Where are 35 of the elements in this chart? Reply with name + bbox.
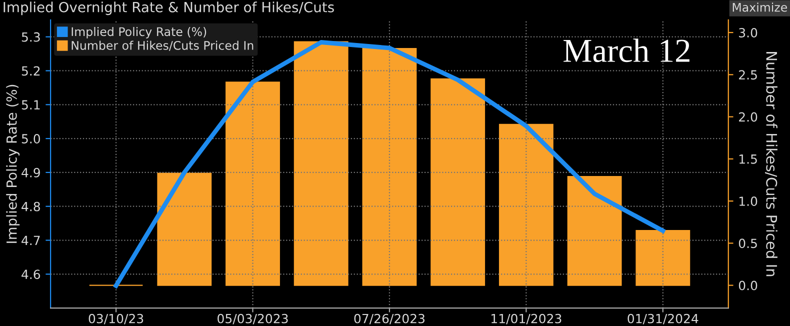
y-tick-label: 5.3 [22,32,40,42]
legend-label: Implied Policy Rate (%) [72,26,206,38]
x-tick-label: 07/26/2023 [354,314,424,324]
y-tick-label: 5.2 [22,66,40,76]
y2-tick-label: 0.0 [738,280,758,290]
bar [157,172,212,286]
y-tick-label: 4.7 [22,236,40,246]
x-tick-label: 03/10/23 [88,314,144,324]
y-tick-label: 4.9 [22,168,40,178]
y2-tick-label: 2.5 [739,70,757,80]
legend-label: Number of Hikes/Cuts Priced In [72,40,254,51]
bar [362,48,417,286]
x-tick-label: 11/01/2023 [492,314,562,324]
bar [636,230,690,286]
y2-axis-title: Number of Hikes/Cuts Priced In [764,52,778,276]
y-tick-label: 5.0 [22,134,40,144]
bar [567,176,622,286]
y2-tick-label: 3.0 [739,28,758,38]
y2-tick-label: 1.0 [739,196,758,206]
y2-tick-label: 2.0 [739,112,758,122]
y-tick-label: 4.8 [22,202,40,212]
x-tick-label: 05/03/2023 [218,314,288,324]
bar [430,78,486,286]
y2-tick-label: 0.5 [738,238,757,248]
y-tick-label: 4.6 [22,270,40,280]
y2-tick-label: 1.5 [739,154,757,164]
annotation: March 12 [564,38,690,62]
y-axis-title: Implied Policy Rate (%) [6,84,20,243]
x-tick-label: 01/31/2024 [628,314,698,324]
bar [226,82,280,286]
bar [294,41,348,286]
text: Maximize [732,2,787,12]
chart-title: Implied Overnight Rate & Number of Hikes/Cuts [4,2,334,16]
bar [498,124,554,286]
y-tick-label: 5.1 [22,100,40,110]
